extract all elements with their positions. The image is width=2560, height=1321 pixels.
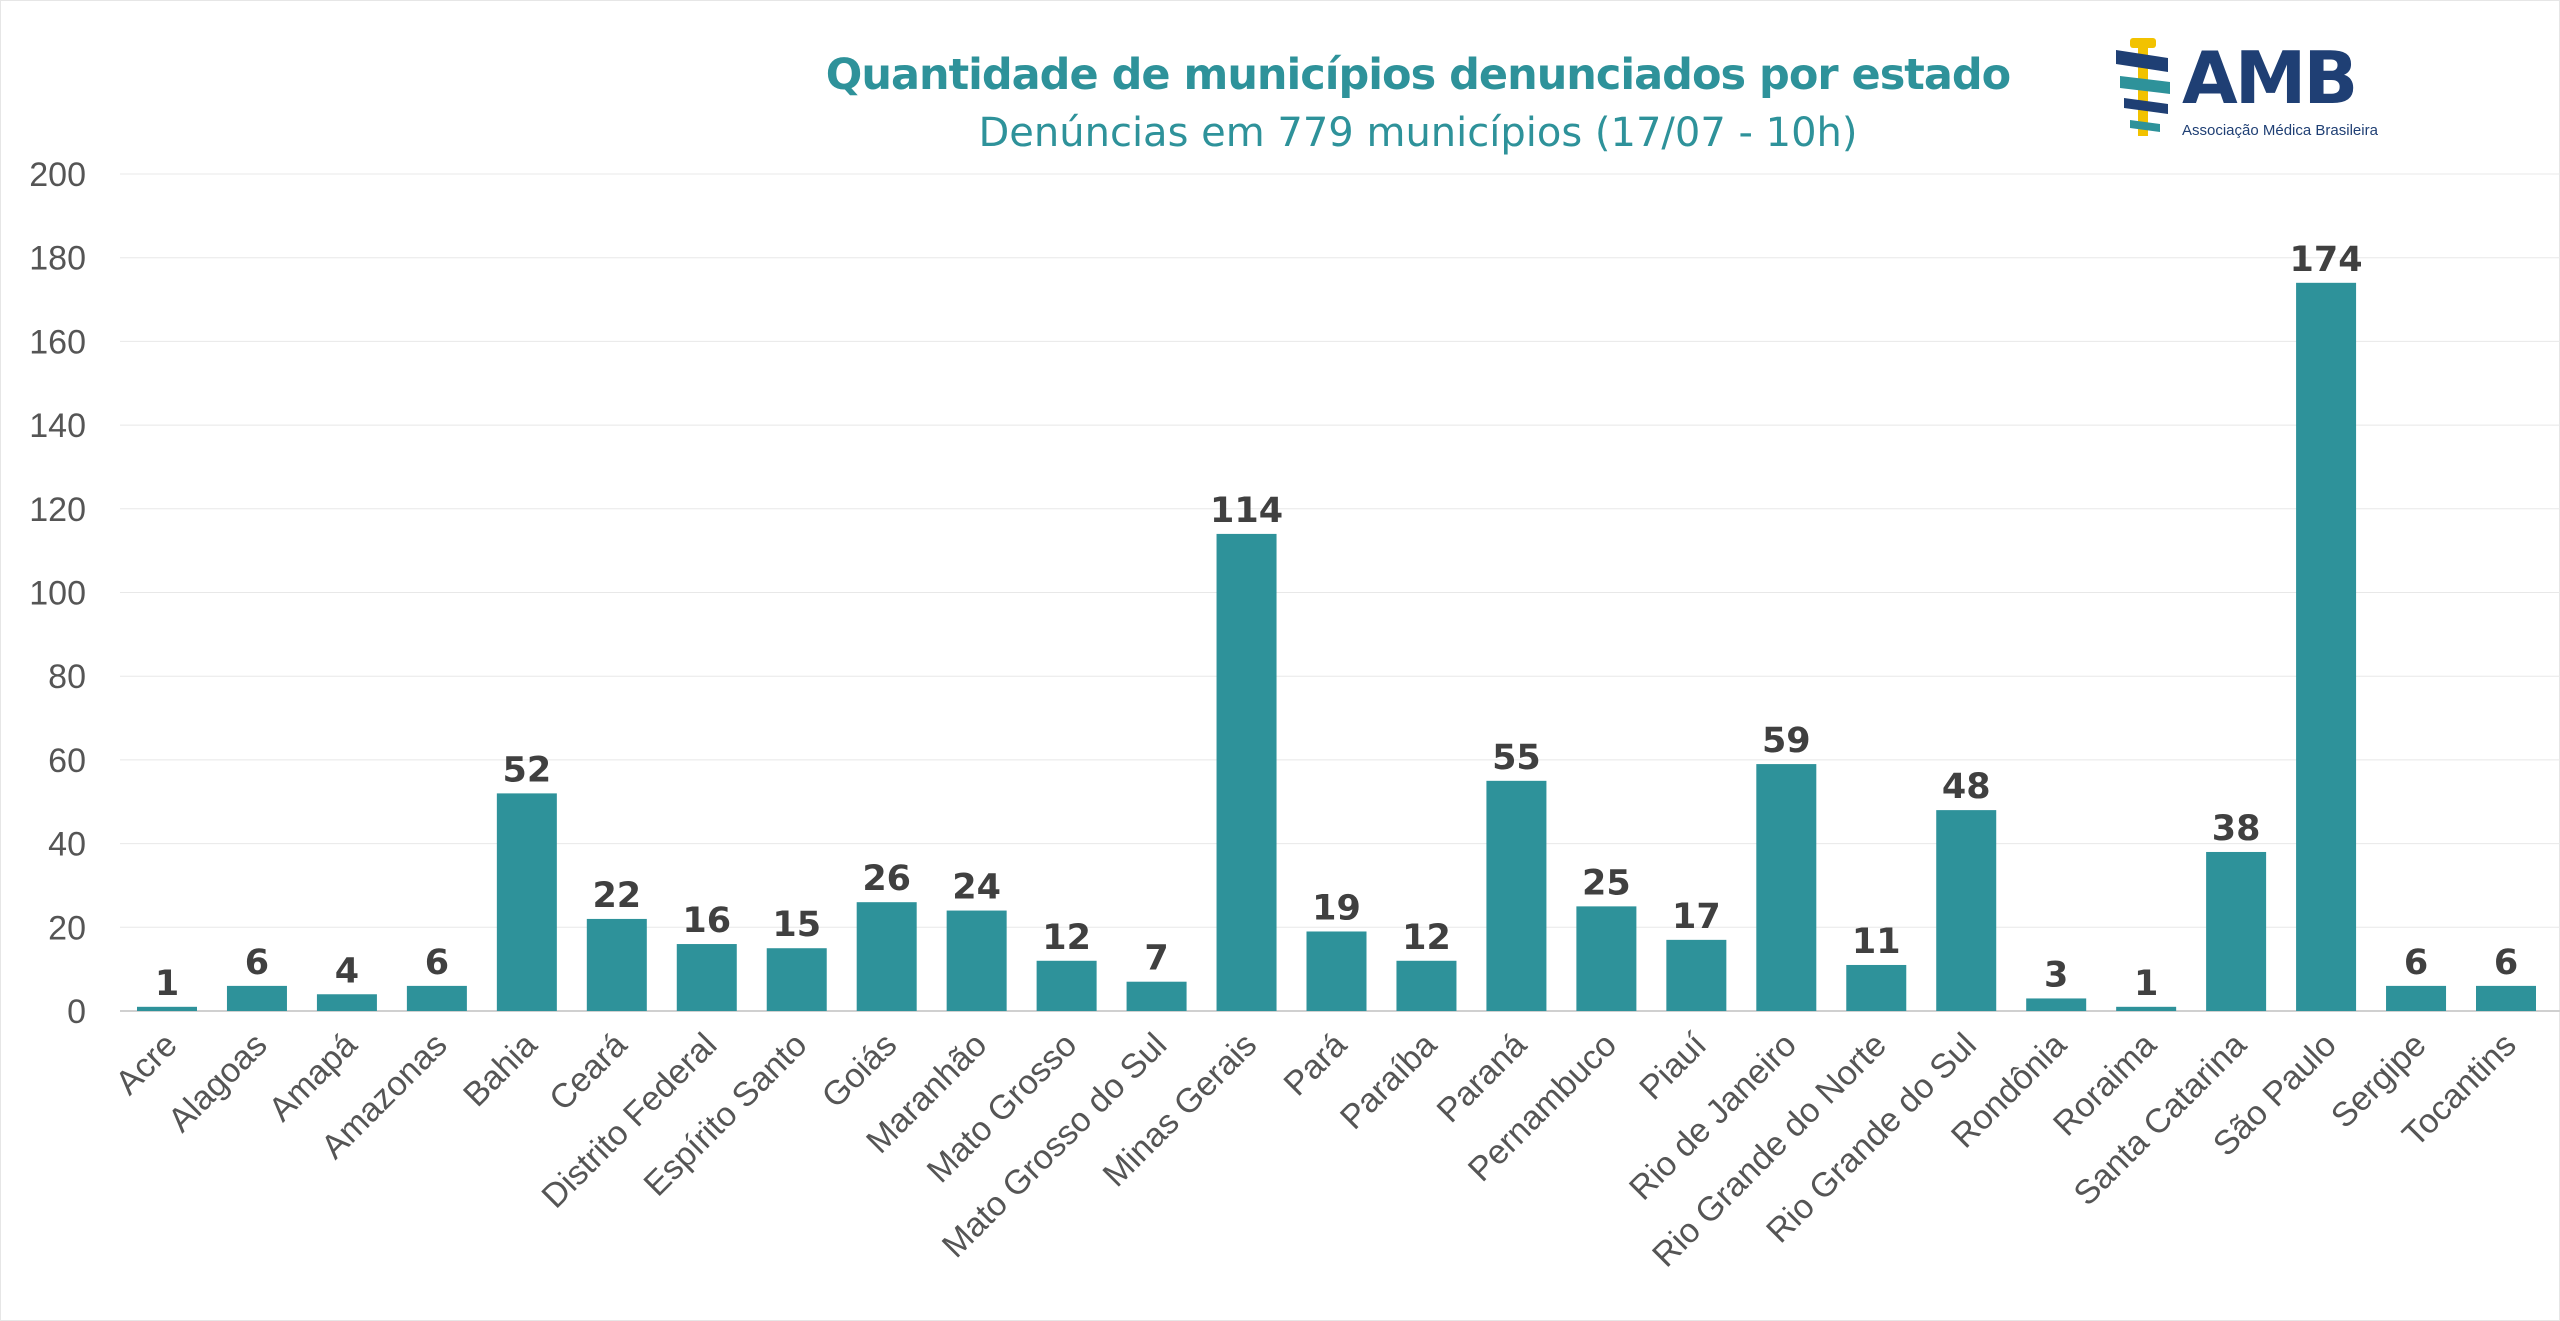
data-label: 7	[1144, 939, 1168, 979]
gridlines	[120, 173, 2560, 1012]
bar	[496, 793, 557, 1011]
data-label: 24	[952, 868, 1001, 908]
caduceus-icon	[2116, 38, 2170, 136]
y-tick-label: 120	[29, 491, 86, 529]
category-label: Acre	[108, 1026, 184, 1102]
data-label: 3	[2044, 955, 2068, 995]
data-label: 6	[2404, 943, 2428, 983]
category-label: Alagoas	[161, 1026, 275, 1140]
data-label: 174	[2290, 240, 2363, 280]
bar	[766, 948, 827, 1011]
bar	[316, 994, 377, 1011]
y-tick-label: 180	[29, 240, 86, 278]
data-label: 19	[1312, 888, 1361, 928]
data-label: 59	[1762, 721, 1811, 761]
bar	[1846, 964, 1907, 1011]
bar	[406, 985, 467, 1011]
data-label: 1	[155, 964, 179, 1004]
y-tick-label: 0	[67, 993, 86, 1031]
y-axis-ticks: 0 20 40 60 80 100 120 140 160 180 200	[29, 156, 86, 1031]
bar	[1216, 533, 1277, 1011]
y-tick-label: 160	[29, 323, 86, 361]
y-tick-label: 100	[29, 575, 86, 613]
data-label: 6	[245, 943, 269, 983]
bar	[1396, 960, 1457, 1011]
bar	[1936, 810, 1997, 1011]
bar	[2026, 998, 2087, 1011]
y-tick-label: 200	[29, 156, 86, 194]
bar	[676, 944, 737, 1011]
bar	[2206, 851, 2267, 1011]
data-label: 48	[1942, 767, 1991, 807]
bar	[856, 902, 917, 1011]
data-label: 22	[592, 876, 641, 916]
data-label: 52	[502, 750, 551, 790]
chart-subtitle: Denúncias em 779 municípios (17/07 - 10h…	[978, 110, 1858, 156]
y-tick-label: 140	[29, 407, 86, 445]
chart-title: Quantidade de municípios denunciados por…	[825, 50, 2011, 100]
bar	[1036, 960, 1097, 1011]
bars	[137, 282, 2536, 1011]
bar	[946, 910, 1007, 1011]
category-label: Espírito Santo	[637, 1026, 815, 1204]
bar	[2476, 985, 2536, 1011]
y-tick-label: 20	[48, 909, 86, 947]
data-label: 4	[335, 951, 359, 991]
y-tick-label: 80	[48, 658, 86, 696]
data-label: 26	[862, 859, 911, 899]
data-label: 17	[1672, 897, 1721, 937]
bar	[1486, 780, 1547, 1011]
data-label: 38	[2212, 809, 2261, 849]
amb-logo: AMB Associação Médica Brasileira	[2110, 36, 2378, 146]
data-label: 55	[1492, 738, 1541, 778]
data-label: 6	[2494, 943, 2518, 983]
logo-subtitle: Associação Médica Brasileira	[2182, 122, 2378, 139]
bar	[2386, 985, 2447, 1011]
bar	[1756, 764, 1817, 1011]
bar	[2296, 282, 2357, 1011]
data-label: 12	[1402, 918, 1451, 958]
bar	[1126, 981, 1187, 1011]
logo-wordmark: AMB	[2182, 36, 2358, 120]
category-label: Piauí	[1632, 1025, 1714, 1107]
category-label: Paraíba	[1333, 1026, 1444, 1137]
data-label: 114	[1210, 491, 1283, 531]
bar	[586, 918, 647, 1011]
data-label: 12	[1042, 918, 1091, 958]
bar	[2116, 1006, 2177, 1011]
data-label: 15	[772, 905, 821, 945]
data-label: 16	[682, 901, 731, 941]
bar	[1666, 939, 1727, 1011]
category-label: Pará	[1276, 1026, 1354, 1104]
data-label: 1	[2134, 964, 2158, 1004]
bar	[226, 985, 287, 1011]
y-tick-label: 40	[48, 826, 86, 864]
data-label: 25	[1582, 863, 1631, 903]
bar	[1576, 906, 1637, 1011]
category-label: Bahia	[456, 1026, 544, 1114]
data-label: 6	[425, 943, 449, 983]
bar	[1306, 931, 1367, 1011]
bar	[137, 1006, 197, 1011]
data-label: 11	[1852, 922, 1901, 962]
y-tick-label: 60	[48, 742, 86, 780]
